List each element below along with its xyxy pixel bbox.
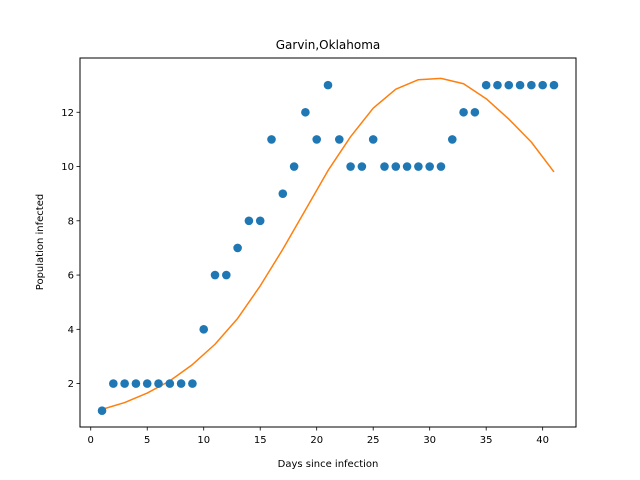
data-point [346, 162, 355, 171]
y-axis-label: Population infected [35, 194, 46, 290]
x-tick-label: 15 [254, 435, 267, 446]
data-point [222, 270, 231, 280]
data-point [312, 135, 322, 144]
data-point [391, 162, 401, 171]
data-point [402, 162, 412, 171]
data-point [131, 379, 141, 388]
x-tick-label: 40 [536, 435, 549, 446]
data-points-layer [97, 80, 559, 416]
axes-frame [79, 57, 577, 428]
data-point [549, 80, 559, 90]
fit-curve [101, 77, 555, 411]
x-tick-label: 25 [367, 435, 380, 446]
data-point [357, 162, 367, 171]
data-point [515, 80, 525, 90]
x-axis: 0 5 10 15 20 25 30 35 40 [88, 427, 549, 446]
y-tick-label: 4 [68, 325, 74, 336]
y-tick-label: 2 [68, 379, 74, 390]
data-point [414, 162, 423, 171]
x-tick-label: 5 [144, 435, 150, 446]
x-tick-label: 35 [480, 435, 493, 446]
data-point [109, 379, 118, 388]
data-point [267, 135, 276, 144]
y-axis: 2 4 6 8 10 12 [61, 108, 80, 390]
y-tick-label: 12 [61, 108, 74, 119]
data-point [233, 243, 242, 253]
data-point [470, 107, 480, 117]
x-tick-label: 30 [423, 435, 436, 446]
data-point [97, 406, 107, 416]
data-point [334, 135, 344, 144]
data-point [244, 216, 254, 226]
data-point [493, 80, 502, 90]
data-point [199, 325, 209, 334]
chart-title: Garvin,Oklahoma [276, 38, 381, 52]
y-tick-label: 6 [68, 271, 74, 282]
data-point [425, 162, 434, 171]
fit-curve-layer [101, 77, 555, 411]
data-point [323, 80, 333, 90]
data-point [481, 80, 491, 90]
data-point [459, 107, 468, 117]
data-point [527, 80, 536, 90]
x-axis-label: Days since infection [278, 459, 379, 470]
data-point [120, 379, 129, 388]
x-tick-label: 20 [310, 435, 323, 446]
data-point [278, 189, 288, 198]
data-point [504, 80, 514, 90]
data-point [368, 135, 378, 144]
data-point [142, 379, 152, 388]
y-tick-label: 10 [61, 162, 74, 173]
data-point [176, 379, 186, 388]
data-point [210, 270, 220, 280]
y-tick-label: 8 [68, 216, 74, 227]
x-tick-label: 0 [88, 435, 94, 446]
x-tick-label: 10 [197, 435, 210, 446]
data-point [538, 80, 547, 90]
data-point [447, 135, 457, 144]
data-point [436, 162, 446, 171]
data-point [255, 216, 265, 226]
data-point [380, 162, 389, 171]
data-point [165, 379, 175, 388]
data-point [289, 162, 299, 171]
data-point [301, 107, 310, 117]
data-point [188, 379, 197, 388]
data-point [154, 379, 163, 388]
